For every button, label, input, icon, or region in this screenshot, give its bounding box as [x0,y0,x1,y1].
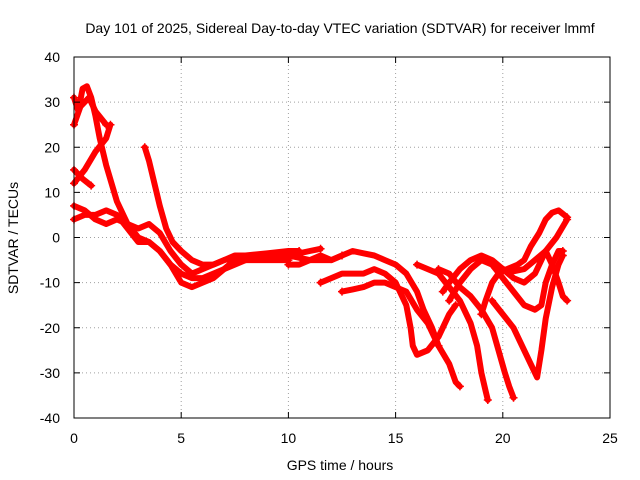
data-point-marker [338,287,346,296]
y-tick-label: -20 [40,320,60,336]
series-line [317,266,459,358]
data-point-marker [87,181,96,190]
series-arc-11 [413,260,492,404]
series-line [285,248,442,349]
grid-lines [74,57,610,418]
data-point-marker [445,296,454,305]
data-point-marker [140,143,149,152]
series-arc-17 [488,251,567,381]
data-point-marker [488,296,497,305]
series-line [489,252,566,381]
series-line [71,207,292,291]
data-point-marker [434,265,443,274]
data-point-marker [284,260,293,269]
data-point-marker [316,244,325,253]
series-arc-15 [477,207,572,319]
series-line [339,279,463,390]
series-arc-7 [140,143,304,268]
y-tick-label: 10 [44,184,60,200]
x-tick-label: 5 [177,430,185,446]
series-arc-9 [316,266,460,358]
x-tick-label: 0 [70,430,78,446]
data-point-marker [316,278,325,287]
series-line [489,248,571,304]
data-point-marker [455,382,464,391]
series-arc-10 [338,279,464,391]
series-line [71,166,95,189]
x-tick-label: 20 [495,430,511,446]
x-tick-label: 10 [281,430,297,446]
data-point-marker [106,120,115,129]
y-axis-label: SDTVAR / TECUs [5,182,21,294]
data-point-marker [563,213,572,222]
series-arc-16 [488,248,572,305]
data-point-marker [451,301,460,310]
series-line [141,144,303,268]
data-point-marker [488,260,497,269]
data-point-marker [558,251,567,260]
y-tick-label: 20 [44,139,60,155]
axis-ticks: 0 5 10 15 20 25 -40 -30 -20 -10 0 10 20 30 40 [40,49,618,446]
y-tick-label: 30 [44,94,60,110]
data-point-marker [413,260,422,269]
y-tick-label: 40 [44,49,60,65]
data-point-marker [295,247,304,256]
y-tick-label: -10 [40,275,60,291]
data-point-marker [509,393,518,402]
x-tick-label: 15 [388,430,404,446]
series-line [71,202,345,277]
data-point-marker [477,310,486,319]
x-tick-label: 25 [602,430,618,446]
x-axis-label: GPS time / hours [287,457,394,473]
chart-title: Day 101 of 2025, Sidereal Day-to-day VTE… [85,20,594,36]
series-line [478,207,571,318]
data-point-marker [438,287,447,296]
data-point-marker [563,296,572,305]
y-tick-label: -30 [40,365,60,381]
series-line [71,121,114,187]
data-point-marker [483,395,492,404]
series-line [71,94,110,128]
y-tick-label: 0 [52,230,60,246]
y-tick-label: -40 [40,410,60,426]
series-line [414,261,491,403]
